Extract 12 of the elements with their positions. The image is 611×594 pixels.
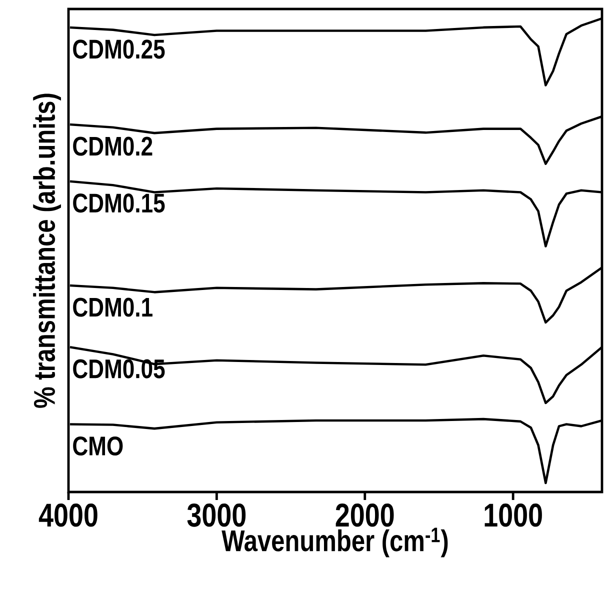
series-label: CDM0.25 [73,40,165,59]
series-label: CDM0.1 [73,298,152,317]
series-label: CDM0.2 [73,136,152,156]
y-axis-title: % transmittance (arb.units) [33,94,61,408]
series-label: CDM0.05 [73,359,165,378]
x-tick-label: 4000 [38,504,98,527]
x-tick-label: 1000 [484,504,542,527]
series-label: CMO [73,436,123,456]
series-label: CDM0.15 [73,194,165,213]
x-tick-label: 3000 [187,504,246,527]
x-axis-title: Wavenumber (cm$^{-1}$) [222,528,448,558]
x-tick-label: 2000 [336,504,394,527]
